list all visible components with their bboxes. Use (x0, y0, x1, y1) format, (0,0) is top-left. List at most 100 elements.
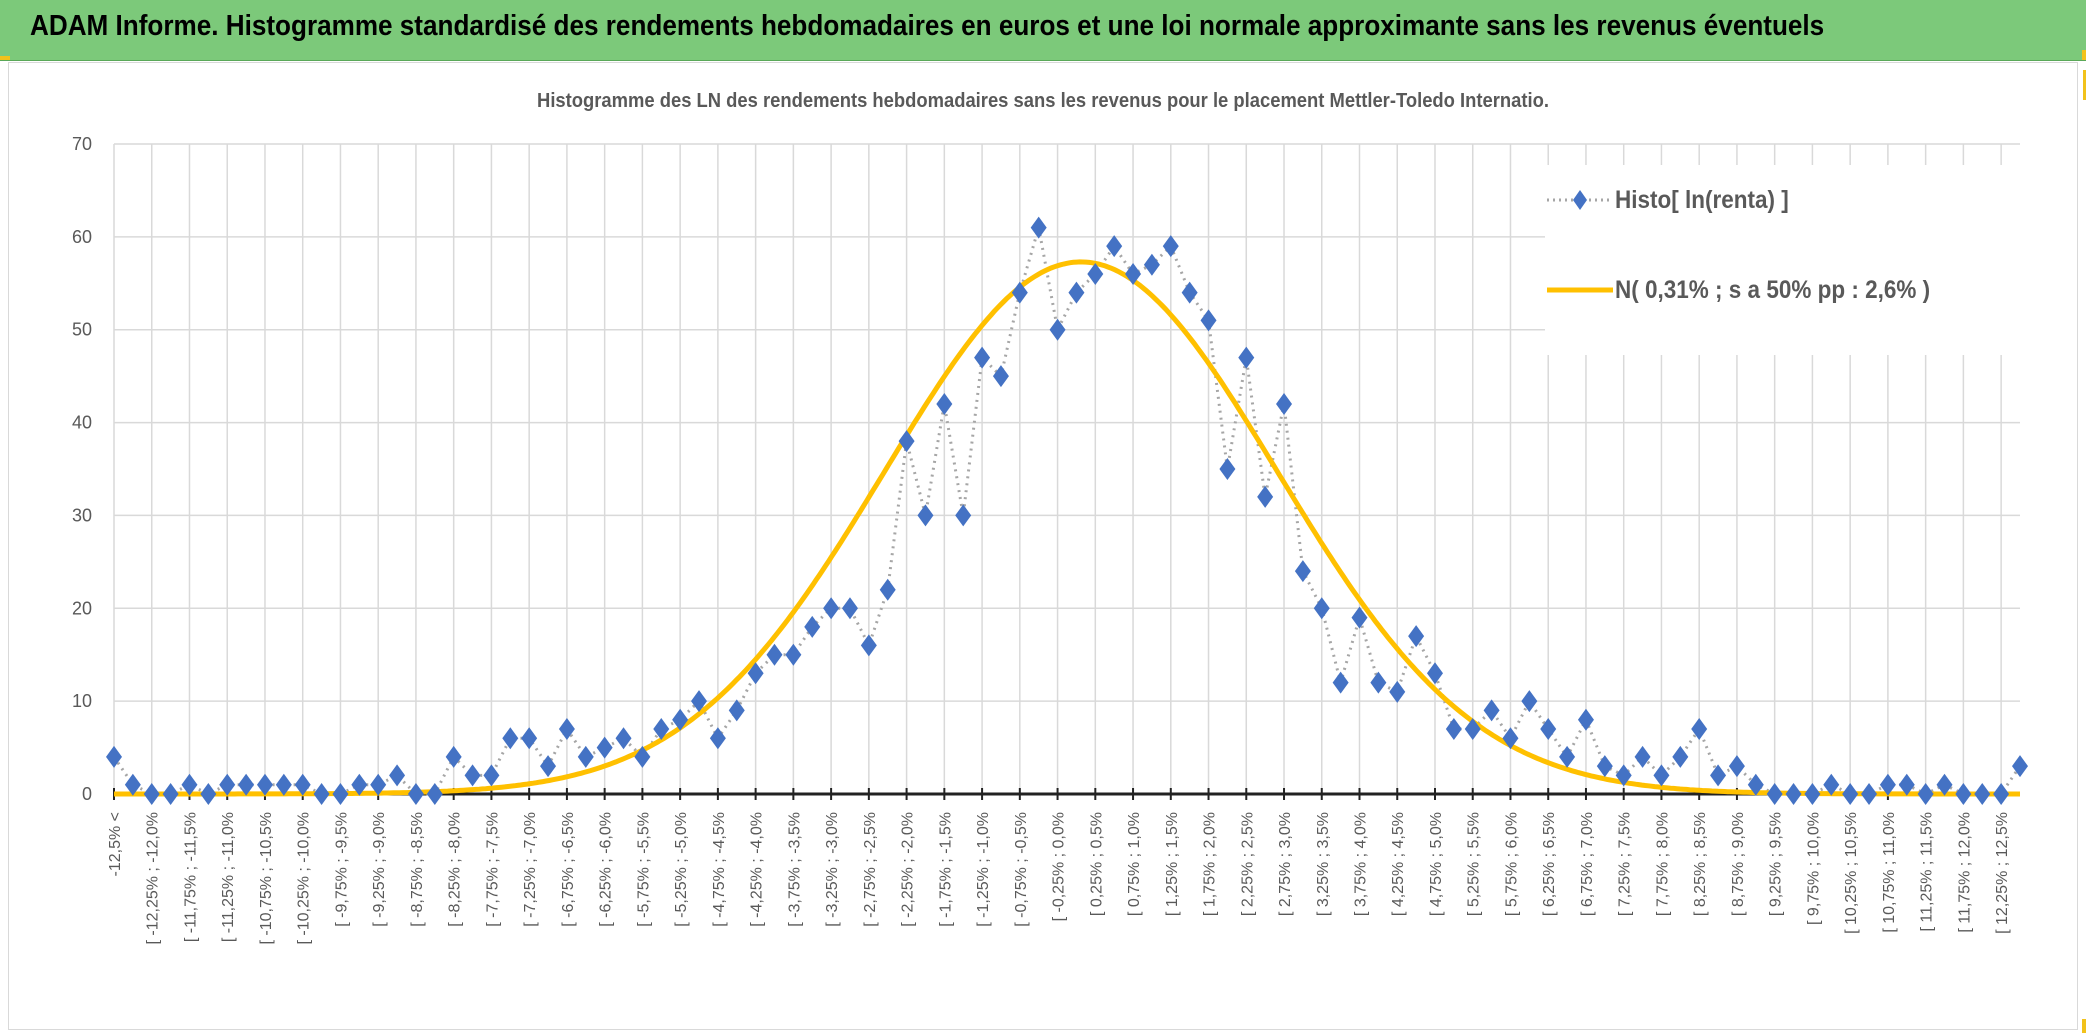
x-tick-label: [ -2,25% ; -2,0% (900, 812, 917, 927)
x-tick-label: [ 8,75% ; 9,0% (1730, 812, 1747, 916)
x-tick-label: [ -3,25% ; -3,0% (824, 812, 841, 927)
histo-data-point (1785, 783, 1802, 805)
histo-data-point (1483, 699, 1500, 722)
legend-normal-label: N( 0,31% ; s a 50% pp : 2,6% ) (1615, 275, 1931, 304)
histo-data-point (823, 597, 840, 620)
histo-data-point (1502, 727, 1519, 750)
histo-data-point (898, 430, 915, 453)
histo-data-point (143, 783, 160, 805)
histo-data-point (747, 662, 764, 685)
histo-data-point (1917, 783, 1934, 805)
x-tick-label: [ 4,25% ; 4,5% (1390, 812, 1407, 916)
legend-normal-line-icon (1547, 287, 1613, 293)
x-tick-label: [ 5,75% ; 6,0% (1503, 812, 1520, 916)
histo-data-point (1426, 662, 1443, 685)
histo-data-point (1011, 281, 1028, 304)
histo-data-point (1993, 783, 2010, 805)
histo-data-point (1710, 764, 1727, 787)
histo-data-point (162, 783, 179, 805)
histo-data-point (294, 773, 311, 796)
x-tick-label: [ -10,75% ; -10,5% (258, 812, 275, 945)
x-tick-label: [ 0,25% ; 0,5% (1088, 812, 1105, 916)
histo-data-point (521, 727, 538, 750)
histo-data-point (1276, 393, 1293, 415)
histo-data-point (1861, 783, 1878, 805)
histo-data-point (1087, 263, 1104, 285)
histo-data-point (1955, 783, 1972, 805)
histo-data-point (389, 764, 406, 787)
histo-data-point (992, 365, 1009, 388)
legend-item-normal: N( 0,31% ; s a 50% pp : 2,6% ) (1545, 275, 1965, 305)
histo-data-point (106, 745, 122, 768)
histo-data-point (1408, 625, 1425, 648)
histo-data-point (1974, 783, 1991, 805)
histo-data-point (936, 393, 953, 415)
corner-marker (2083, 70, 2086, 100)
histo-data-point (1672, 745, 1689, 768)
histo-data-point (1747, 773, 1764, 796)
x-tick-label: [ -11,25% ; -11,0% (220, 812, 237, 942)
histo-data-point (1049, 318, 1066, 341)
histo-data-point (879, 578, 896, 601)
x-tick-label: [ 6,75% ; 7,0% (1579, 812, 1596, 916)
histo-data-point (464, 764, 481, 787)
x-tick-label: [ -4,75% ; -4,5% (711, 812, 728, 927)
x-tick-label: [ 10,75% ; 11,0% (1881, 812, 1898, 933)
histo-data-point (1634, 745, 1651, 768)
histo-data-point (841, 597, 858, 620)
histo-data-point (1445, 718, 1462, 740)
x-tick-label: [ -0,25% ; 0,0% (1051, 812, 1068, 921)
histo-data-point (1898, 773, 1915, 796)
x-tick-label: [ -12,25% ; -12,0% (145, 812, 162, 945)
x-tick-label: [ 2,75% ; 3,0% (1277, 812, 1294, 916)
y-tick-label: 20 (72, 598, 92, 618)
histo-data-point (615, 727, 632, 750)
histo-data-point (1691, 718, 1708, 740)
histo-data-point (1257, 485, 1274, 508)
histo-data-point (1332, 671, 1349, 694)
x-tick-label: [ 1,75% ; 2,0% (1202, 812, 1219, 916)
x-tick-label: [ 10,25% ; 10,5% (1843, 812, 1860, 934)
histo-data-point (1823, 773, 1840, 796)
histo-data-point (1143, 253, 1160, 276)
histo-data-point (1653, 764, 1670, 787)
y-tick-label: 10 (72, 691, 92, 711)
corner-marker (2082, 1019, 2086, 1033)
histo-data-point (483, 764, 500, 787)
x-tick-label: [ -7,75% ; -7,5% (484, 812, 501, 927)
x-tick-label: [ 4,75% ; 5,0% (1428, 812, 1445, 916)
histo-data-point (766, 643, 783, 666)
histo-data-point (1389, 680, 1406, 703)
histo-data-point (1106, 235, 1123, 258)
histo-data-point (653, 718, 670, 740)
x-tick-label: [ -7,25% ; -7,0% (522, 812, 539, 927)
histo-data-point (596, 736, 613, 759)
x-tick-label: -12,5% < (107, 812, 124, 876)
histo-data-point (426, 783, 443, 805)
legend-histo-marker-icon (1547, 190, 1613, 210)
histo-data-point (1879, 773, 1896, 796)
x-tick-label: [ -1,75% ; -1,5% (937, 812, 954, 927)
histo-data-point (275, 773, 292, 796)
histo-data-point (313, 783, 330, 805)
x-tick-label: [ 7,75% ; 8,0% (1654, 812, 1671, 916)
histo-data-point (785, 643, 802, 666)
x-tick-label: [ 9,25% ; 9,5% (1768, 812, 1785, 916)
histo-data-point (1200, 309, 1217, 332)
histo-data-point (860, 634, 877, 657)
histo-data-point (1125, 263, 1142, 285)
histo-data-point (634, 745, 651, 768)
histo-data-point (407, 783, 424, 805)
x-tick-label: [ -11,75% ; -11,5% (182, 812, 199, 942)
histo-data-point (502, 727, 519, 750)
x-tick-label: [ -6,25% ; -6,0% (598, 812, 615, 927)
x-tick-label: [ 3,75% ; 4,0% (1353, 812, 1370, 916)
x-tick-label: [ -10,25% ; -10,0% (296, 812, 313, 945)
x-tick-label: [ -6,75% ; -6,5% (560, 812, 577, 927)
x-tick-label: [ 5,25% ; 5,5% (1466, 812, 1483, 916)
histo-data-point (370, 773, 387, 796)
y-tick-label: 60 (72, 227, 92, 247)
histo-data-point (1464, 718, 1481, 740)
x-tick-label: [ -0,75% ; -0,5% (1013, 812, 1030, 927)
